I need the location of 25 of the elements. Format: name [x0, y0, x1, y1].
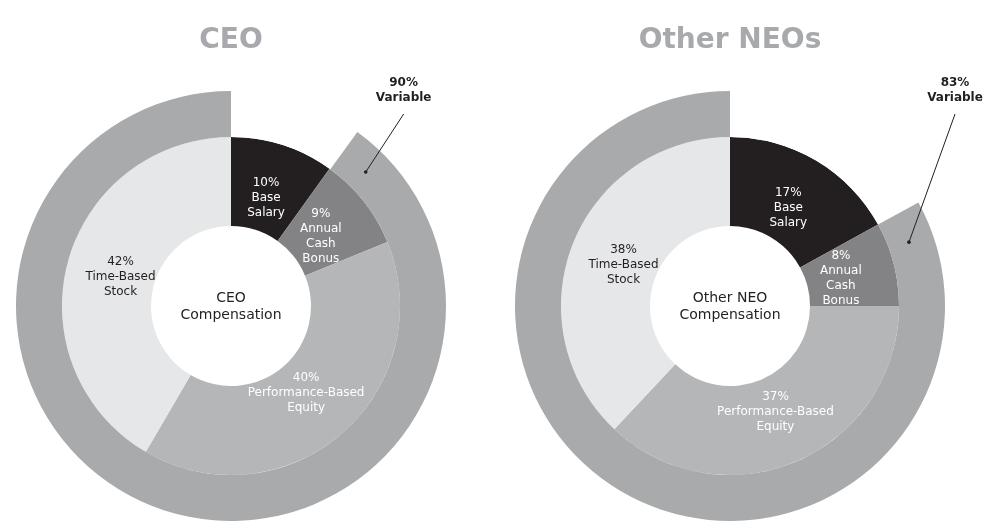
data-label: 37%: [762, 388, 789, 403]
data-label: 10%: [252, 174, 280, 189]
data-label: 90%: [389, 75, 419, 89]
data-label: 83%: [940, 75, 970, 89]
data-label: 42%: [107, 253, 134, 268]
donut-slice: [614, 306, 899, 475]
slice-label: Variable: [927, 90, 983, 104]
slice-label: Base Salary: [247, 189, 285, 219]
data-label: 17%: [774, 184, 802, 199]
slice-label: Annual Cash Bonus: [299, 220, 342, 265]
data-label: 38%: [610, 241, 637, 256]
slice-label: Performance-Based Equity: [717, 403, 834, 433]
slice-label: Annual Cash Bonus: [820, 262, 862, 307]
text: CEO Compensation: [180, 288, 282, 322]
slice-label: Performance-Based Equity: [247, 384, 365, 414]
slice-label: Base Salary: [769, 199, 808, 229]
text: Other NEO Compensation: [679, 288, 781, 322]
data-label: 40%: [292, 369, 320, 384]
data-label: 9%: [311, 205, 331, 220]
slice-label: Time-Based Stock: [587, 256, 659, 286]
slice-label: Variable: [375, 90, 432, 104]
chart-title: CEO: [199, 22, 263, 55]
slice-label: Time-Based Stock: [84, 268, 156, 298]
chart-title: Other NEOs: [638, 22, 822, 55]
data-label: 8%: [831, 247, 851, 262]
